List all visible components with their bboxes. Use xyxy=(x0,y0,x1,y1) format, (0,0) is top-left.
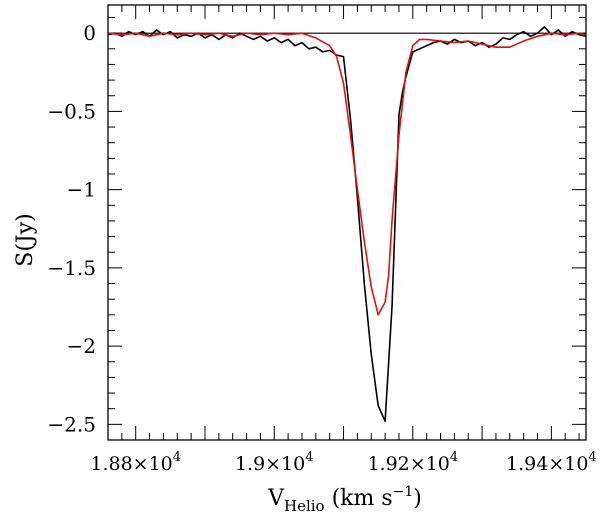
x-axis-label-sub: Helio xyxy=(284,497,325,515)
x-axis-label-unit: (km s xyxy=(325,486,393,511)
x-axis-label-unit-close: ) xyxy=(413,486,422,511)
x-axis-label: VHelio (km s−1) xyxy=(267,484,422,515)
y-tick-label: −2.5 xyxy=(47,412,96,436)
y-tick-label: 0 xyxy=(83,21,96,45)
series-layer xyxy=(107,26,587,423)
tick-layer xyxy=(107,5,586,441)
x-axis-label-unit-exp: −1 xyxy=(393,484,414,500)
y-tick-label: −0.5 xyxy=(47,99,96,123)
y-tick-labels: 0 −0.5 −1 −1.5 −2 −2.5 xyxy=(47,21,96,436)
series-line-2 xyxy=(107,32,587,316)
x-tick-label: 1.9×104 xyxy=(235,450,314,475)
x-axis-label-main: V xyxy=(267,486,285,511)
y-axis-label: S(Jy) xyxy=(13,213,38,267)
series-line-1 xyxy=(107,26,587,423)
x-tick-label: 1.88×104 xyxy=(90,450,181,475)
y-tick-label: −1 xyxy=(67,178,96,202)
y-tick-label: −2 xyxy=(67,334,96,358)
y-tick-label: −1.5 xyxy=(47,256,96,280)
x-tick-labels: 1.88×104 1.9×104 1.92×104 1.94×104 xyxy=(90,450,596,475)
x-tick-label: 1.94×104 xyxy=(506,450,597,475)
plot-frame xyxy=(107,4,587,441)
x-tick-label: 1.92×104 xyxy=(367,450,458,475)
